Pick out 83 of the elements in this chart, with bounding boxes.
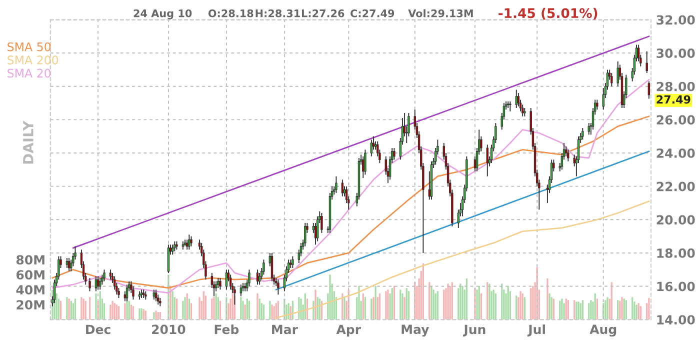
candlestick: [277, 279, 280, 296]
candlestick: [616, 60, 619, 87]
text: Vol:29.13M: [408, 9, 473, 18]
candlestick: [88, 277, 91, 292]
candlestick: [335, 176, 338, 194]
x-tick-label: Apr: [336, 324, 361, 337]
candlestick: [217, 277, 220, 288]
candlestick: [109, 269, 112, 280]
candlestick: [262, 259, 265, 276]
candlestick: [66, 257, 68, 268]
y-tick-label: 32.00: [656, 15, 695, 25]
y2-tick-label: 60M: [16, 270, 44, 280]
x-tick-label: Aug: [590, 324, 616, 337]
candlestick: [98, 277, 102, 290]
y-tick-label: 30.00: [656, 48, 695, 58]
candlestick: [320, 212, 323, 234]
candlestick: [132, 286, 134, 300]
x-tick-label: Feb: [214, 324, 239, 334]
candlestick: [154, 289, 158, 302]
candlestick: [292, 256, 294, 268]
text: DAILY: [23, 120, 34, 164]
y-tick-label: 22.00: [656, 182, 695, 192]
candlestick: [316, 216, 319, 242]
candlestick: [646, 50, 648, 74]
y-tick-label: 16.00: [657, 282, 695, 292]
candlestick: [596, 99, 598, 110]
x-tick-label: Mar: [272, 324, 298, 334]
candlestick: [190, 236, 192, 247]
x-tick-label: Jun: [463, 324, 486, 336]
x-tick-label: 2010: [152, 324, 186, 334]
candlestick: [94, 276, 98, 292]
text: 24 Aug 10: [134, 9, 192, 20]
text: SMA 200: [8, 56, 58, 64]
candlestick: [588, 122, 590, 136]
y2-tick-label: 40M: [16, 285, 44, 295]
text: H:28.31: [256, 9, 300, 18]
candlestick: [364, 149, 366, 176]
y-tick-label: 26.00: [656, 115, 695, 125]
candlestick: [304, 222, 306, 247]
candlestick: [393, 148, 396, 160]
candlestick: [648, 80, 650, 100]
y-tick-label: 28.00: [656, 82, 695, 92]
candlestick: [174, 240, 176, 252]
candlestick: [113, 276, 116, 290]
candlestick: [258, 272, 261, 286]
candlestick: [256, 269, 259, 286]
candlestick: [188, 234, 190, 250]
text: SMA 20: [8, 68, 51, 78]
candlestick: [225, 269, 228, 290]
y-tick-label: 18.00: [657, 248, 695, 258]
text: SMA 50: [8, 42, 51, 52]
annotation: 27.49: [656, 95, 690, 104]
y-tick-label: 20.00: [656, 215, 695, 225]
candlestick: [118, 287, 120, 298]
text: C:27.49: [350, 9, 394, 18]
candlestick: [240, 284, 242, 297]
candlestick: [270, 252, 274, 282]
candlestick: [515, 89, 518, 109]
y-tick-label: 14.00: [657, 315, 695, 325]
x-tick-label: Dec: [86, 324, 110, 334]
candlestick: [486, 144, 488, 177]
candlestick: [567, 149, 570, 162]
y2-tick-label: 80M: [16, 255, 44, 265]
candlestick: [152, 289, 156, 300]
candlestick: [582, 128, 584, 140]
candlestick: [610, 72, 613, 87]
text: L:27.26: [302, 9, 344, 18]
candlestick: [103, 269, 106, 282]
candlestick: [370, 139, 373, 157]
x-tick-label: May: [402, 324, 429, 337]
line-series: [275, 200, 650, 319]
y-tick-label: 24.00: [656, 148, 695, 158]
y2-tick-label: 20M: [16, 300, 44, 310]
candlestick: [68, 257, 70, 272]
candlestick: [167, 244, 170, 274]
x-tick-label: Jul: [527, 324, 545, 336]
candlestick: [509, 100, 512, 112]
text: O:28.18: [208, 9, 254, 18]
candlestick: [341, 179, 344, 197]
text: -1.45 (5.01%): [498, 8, 598, 20]
candlestick: [171, 244, 174, 256]
candlestick: [219, 277, 222, 290]
line-series: [52, 116, 650, 289]
